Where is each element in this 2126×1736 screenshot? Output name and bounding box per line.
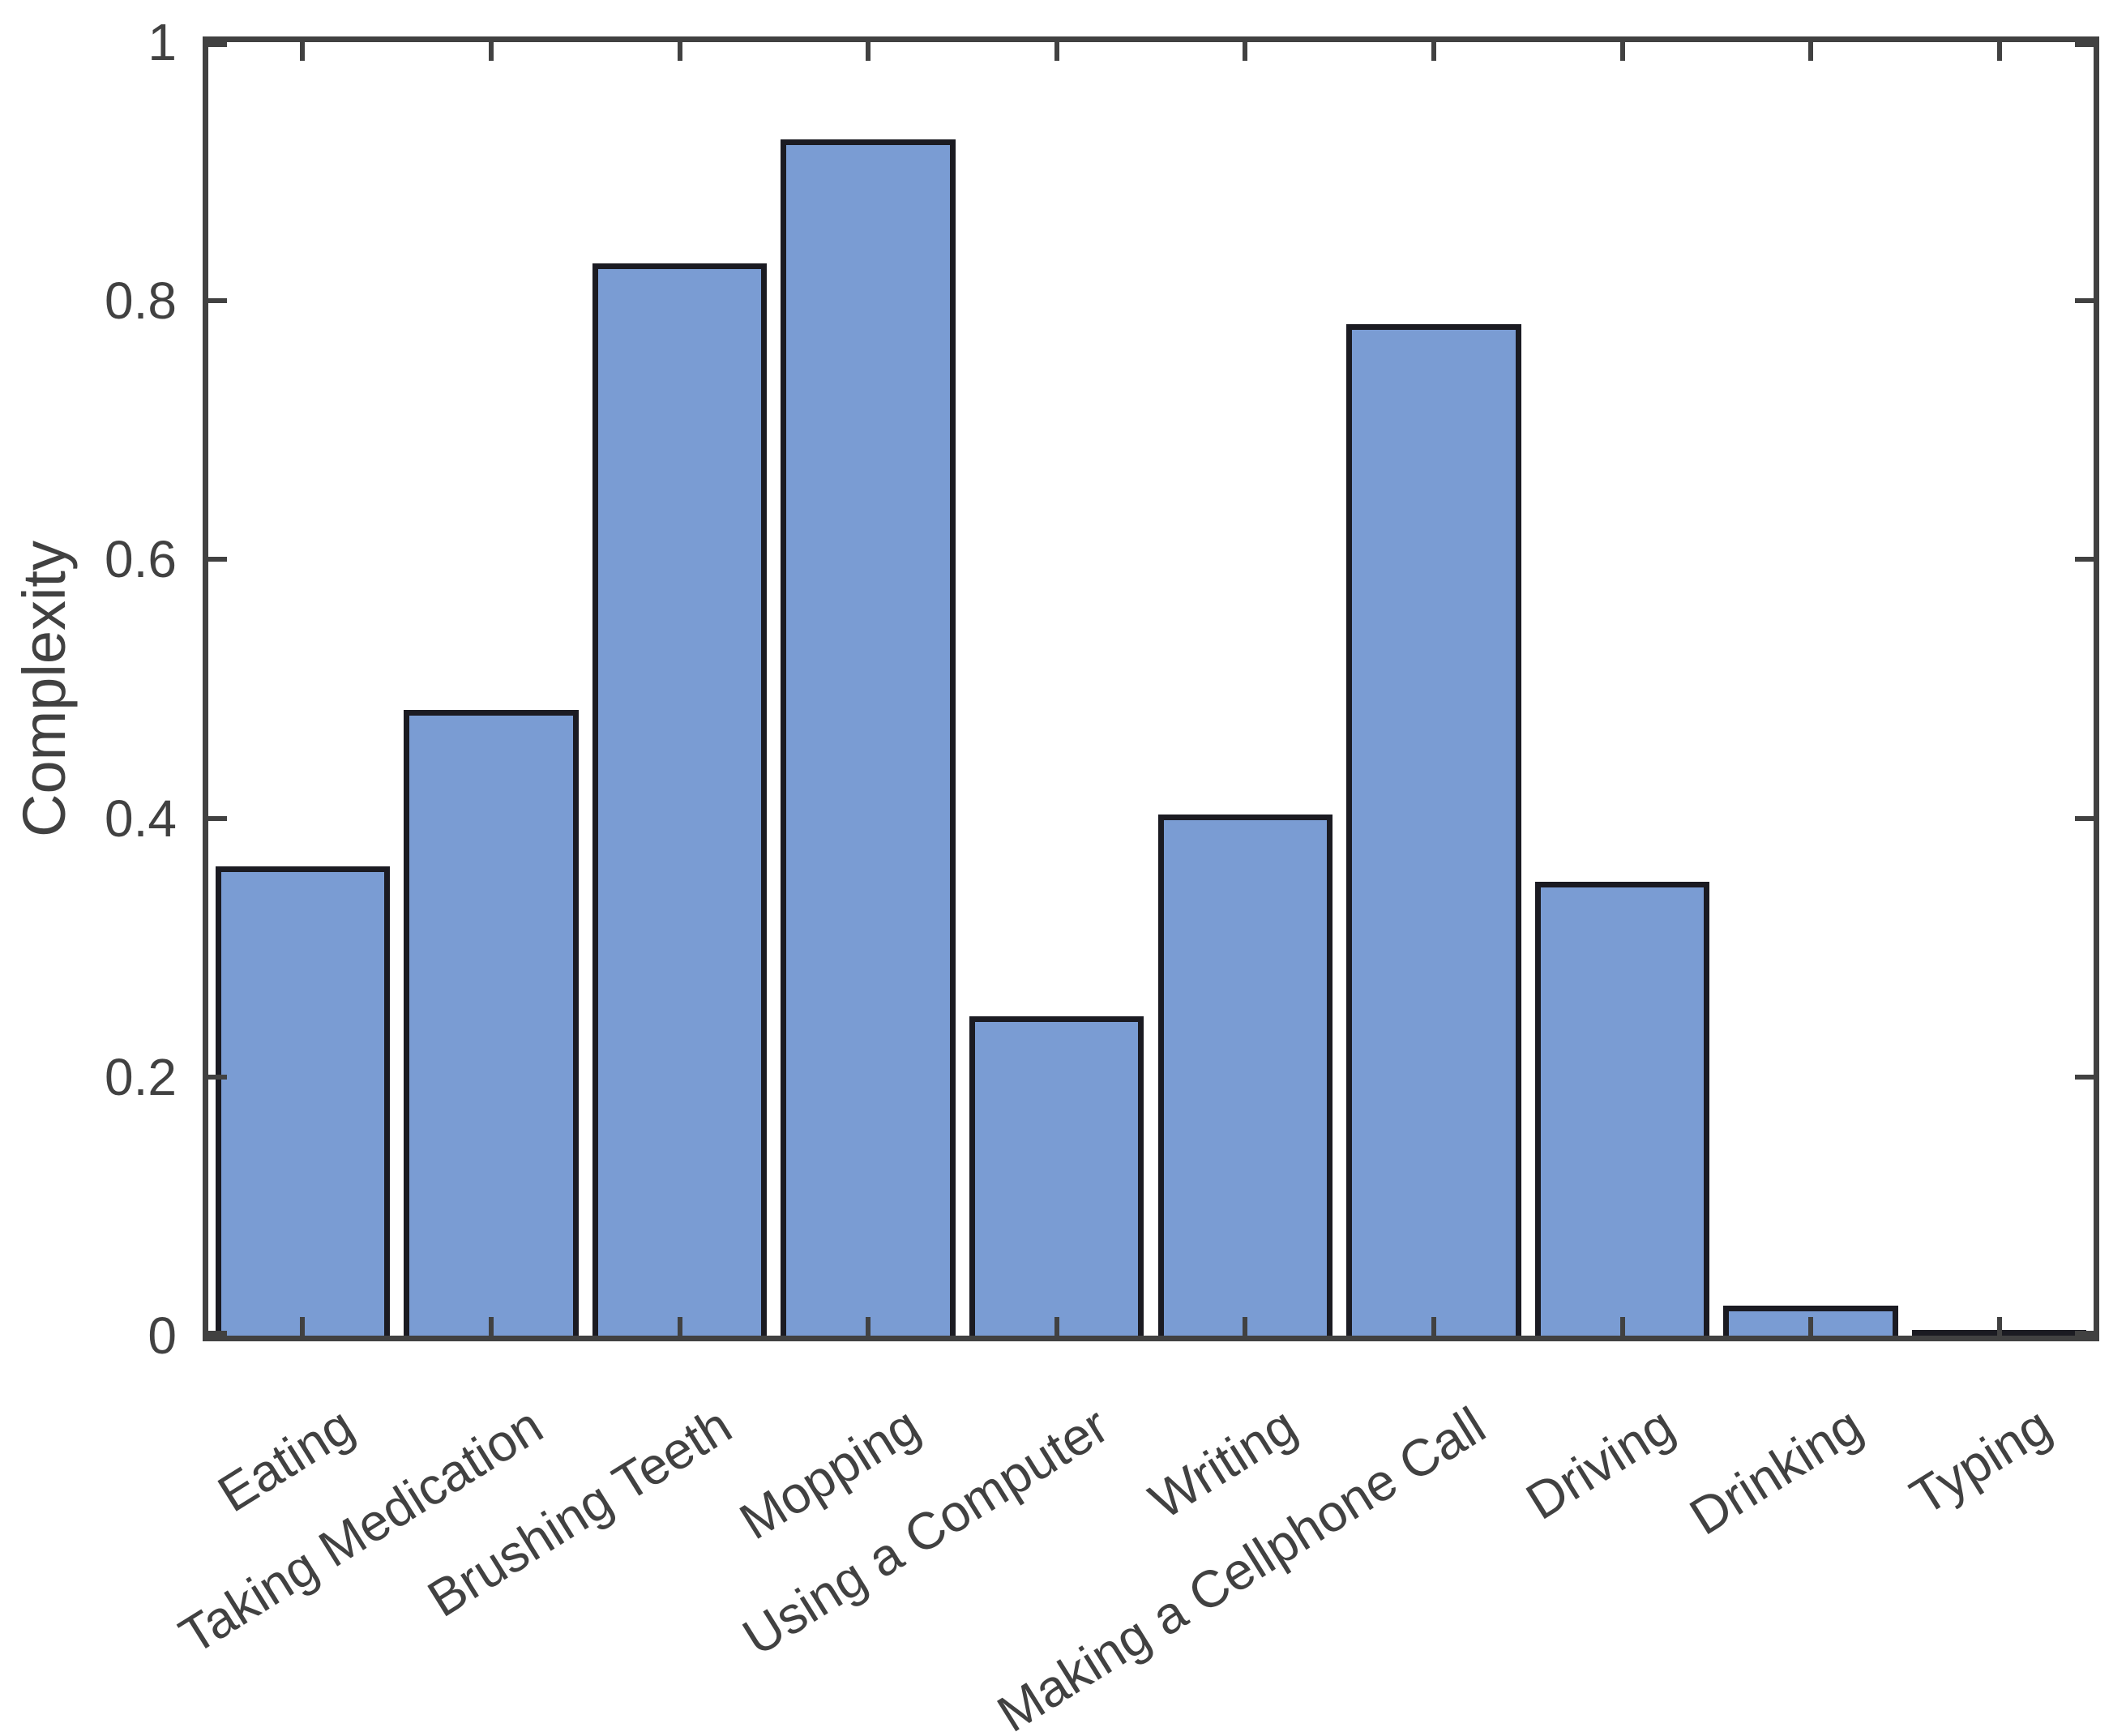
y-tick-left bbox=[208, 298, 227, 304]
y-tick-right bbox=[2075, 815, 2094, 821]
x-tick-label-drinking: Drinking bbox=[1679, 1396, 1872, 1546]
x-tick-label-typing: Typing bbox=[1900, 1396, 2061, 1527]
x-tick-top-driving bbox=[1619, 42, 1625, 61]
x-tick-label-eating: Eating bbox=[207, 1396, 364, 1524]
x-tick-top-typing bbox=[1996, 42, 2002, 61]
y-tick-right bbox=[2075, 298, 2094, 304]
y-tick-label-0.6: 0.6 bbox=[105, 530, 177, 589]
x-tick-top-making-a-cellphone-call bbox=[1431, 42, 1436, 61]
y-tick-left bbox=[208, 1074, 227, 1080]
x-tick-top-eating bbox=[300, 42, 306, 61]
x-tick-top-mopping bbox=[866, 42, 871, 61]
y-tick-label-0.4: 0.4 bbox=[105, 789, 177, 848]
x-tick-bottom-driving bbox=[1619, 1317, 1625, 1336]
y-tick-label-0: 0 bbox=[148, 1306, 177, 1365]
x-tick-bottom-taking-medication bbox=[488, 1317, 494, 1336]
x-tick-bottom-making-a-cellphone-call bbox=[1431, 1317, 1436, 1336]
y-tick-left bbox=[208, 42, 227, 47]
bar-making-a-cellphone-call bbox=[1346, 324, 1521, 1336]
y-tick-label-0.2: 0.2 bbox=[105, 1047, 177, 1106]
bar-mopping bbox=[781, 139, 956, 1336]
bar-eating bbox=[215, 866, 390, 1336]
x-tick-bottom-typing bbox=[1996, 1317, 2002, 1336]
bar-writing bbox=[1157, 815, 1332, 1336]
x-tick-top-using-a-computer bbox=[1054, 42, 1059, 61]
x-tick-bottom-eating bbox=[300, 1317, 306, 1336]
x-tick-top-drinking bbox=[1808, 42, 1814, 61]
plot-area bbox=[203, 36, 2099, 1341]
y-tick-label-1: 1 bbox=[148, 13, 177, 71]
y-tick-left bbox=[208, 815, 227, 821]
bar-using-a-computer bbox=[969, 1016, 1144, 1336]
bar-taking-medication bbox=[404, 710, 579, 1336]
x-tick-top-taking-medication bbox=[488, 42, 494, 61]
x-tick-label-driving: Driving bbox=[1516, 1396, 1684, 1531]
x-tick-bottom-writing bbox=[1243, 1317, 1248, 1336]
y-tick-left bbox=[208, 1331, 227, 1336]
y-tick-right bbox=[2075, 1074, 2094, 1080]
bar-brushing-teeth bbox=[592, 263, 768, 1336]
bar-driving bbox=[1534, 882, 1710, 1336]
y-tick-right bbox=[2075, 557, 2094, 562]
y-tick-right bbox=[2075, 42, 2094, 47]
x-tick-top-brushing-teeth bbox=[677, 42, 682, 61]
x-tick-bottom-using-a-computer bbox=[1054, 1317, 1059, 1336]
y-tick-right bbox=[2075, 1331, 2094, 1336]
x-tick-bottom-mopping bbox=[866, 1317, 871, 1336]
y-tick-label-0.8: 0.8 bbox=[105, 272, 177, 331]
x-tick-bottom-brushing-teeth bbox=[677, 1317, 682, 1336]
y-tick-left bbox=[208, 557, 227, 562]
x-tick-top-writing bbox=[1243, 42, 1248, 61]
x-tick-bottom-drinking bbox=[1808, 1317, 1814, 1336]
